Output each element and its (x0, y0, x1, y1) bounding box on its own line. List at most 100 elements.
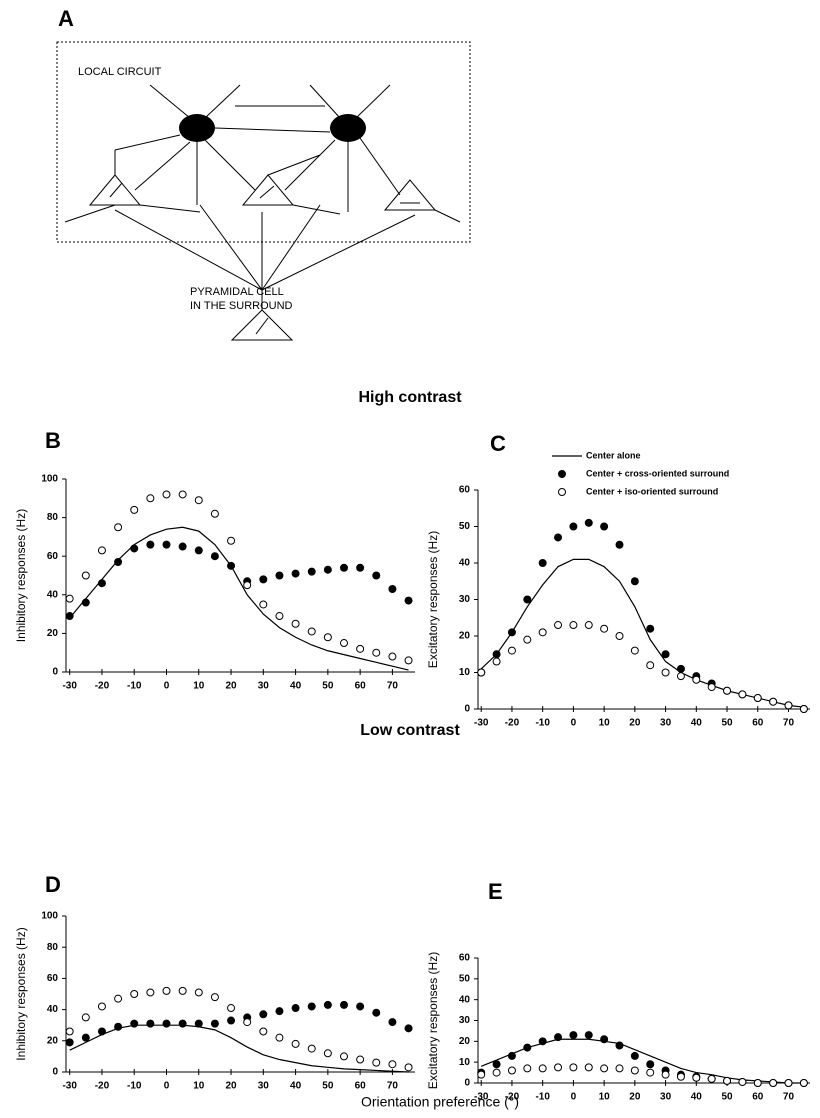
data-point (130, 990, 139, 998)
data-point (404, 1063, 413, 1072)
y-tick-label: 20 (459, 631, 471, 642)
data-point (81, 1013, 90, 1022)
data-point (114, 557, 123, 566)
x-tick-label: 0 (164, 1081, 170, 1092)
x-tick-label: 50 (721, 718, 733, 729)
data-point (492, 650, 501, 659)
data-point (97, 546, 106, 555)
data-point (554, 621, 563, 630)
data-point (723, 1076, 732, 1085)
x-tick-label: -20 (95, 681, 110, 692)
data-point (492, 1060, 501, 1069)
data-point (372, 1008, 381, 1017)
data-point (630, 577, 639, 586)
x-tick-label: 60 (355, 1081, 367, 1092)
data-point (538, 1037, 547, 1046)
data-point (492, 1068, 501, 1077)
x-tick-label: 30 (660, 1092, 672, 1103)
x-tick-label: -20 (505, 1092, 520, 1103)
panel-label: C (490, 431, 506, 456)
data-point (259, 1010, 268, 1019)
data-point (799, 1079, 808, 1087)
data-point (753, 1079, 762, 1087)
x-tick-label: 40 (691, 1092, 703, 1103)
data-point (388, 652, 397, 661)
y-tick-label: 0 (464, 704, 470, 715)
data-point (194, 1019, 203, 1028)
data-point (146, 494, 155, 503)
y-axis-label: Inhibitory responses (Hz) (14, 509, 28, 642)
data-point (799, 705, 808, 713)
data-point (340, 639, 348, 648)
data-point (692, 1073, 701, 1082)
y-tick-label: 80 (47, 942, 59, 953)
x-tick-label: 60 (752, 718, 764, 729)
y-tick-label: 60 (47, 973, 59, 984)
data-point (291, 619, 300, 628)
data-point (323, 1000, 332, 1009)
legend-label: Center + iso-oriented surround (586, 486, 718, 496)
diagram-label: PYRAMIDAL CELL (190, 286, 284, 298)
data-point (584, 1063, 593, 1072)
x-tick-label: 50 (322, 1081, 334, 1092)
data-point (569, 621, 578, 630)
data-point (307, 1002, 316, 1011)
data-point (130, 544, 139, 553)
x-tick-label: 60 (355, 681, 367, 692)
x-tick-label: -10 (127, 1081, 142, 1092)
data-point (615, 1064, 624, 1073)
data-point (194, 988, 203, 997)
data-point (178, 542, 187, 551)
y-tick-label: 10 (459, 1057, 471, 1068)
panel-label: D (45, 872, 61, 897)
data-point (81, 1033, 90, 1042)
panel-label: E (488, 879, 503, 904)
data-point (769, 697, 778, 706)
data-point (275, 1007, 284, 1016)
data-point (146, 540, 155, 549)
data-point (210, 993, 219, 1002)
data-point (97, 579, 106, 588)
panel-label: A (58, 6, 74, 31)
data-point (507, 1066, 516, 1075)
x-tick-label: 20 (629, 1092, 641, 1103)
data-point (738, 1077, 747, 1086)
data-point (372, 1058, 381, 1067)
x-tick-label: -20 (95, 1081, 110, 1092)
data-point (569, 1063, 578, 1072)
x-tick-label: -10 (535, 718, 550, 729)
data-point (356, 644, 365, 653)
data-point (523, 595, 532, 604)
data-point (162, 1019, 171, 1028)
x-tick-label: 70 (783, 718, 795, 729)
data-point (372, 571, 381, 580)
data-point (65, 1027, 74, 1036)
data-point (210, 509, 219, 518)
data-point (646, 1060, 655, 1069)
data-point (259, 600, 268, 609)
data-point (340, 563, 348, 572)
data-point (404, 656, 413, 665)
data-point (146, 988, 155, 997)
y-tick-label: 20 (47, 1035, 59, 1046)
data-point (769, 1079, 778, 1087)
series-line (69, 526, 409, 671)
data-point (507, 628, 516, 637)
data-point (646, 661, 655, 670)
data-point (227, 561, 236, 570)
data-point (784, 701, 793, 710)
x-tick-label: 70 (387, 1081, 399, 1092)
data-point (114, 994, 123, 1003)
x-tick-label: 10 (193, 1081, 205, 1092)
data-point (538, 628, 547, 637)
data-point (323, 1049, 332, 1058)
x-tick-label: -30 (62, 1081, 77, 1092)
data-point (753, 694, 762, 703)
series-line (69, 1024, 409, 1073)
data-point (194, 496, 203, 505)
data-point (243, 1018, 252, 1027)
data-point (569, 1031, 578, 1040)
data-point (65, 612, 74, 621)
y-tick-label: 40 (47, 1004, 59, 1015)
data-point (356, 563, 365, 572)
